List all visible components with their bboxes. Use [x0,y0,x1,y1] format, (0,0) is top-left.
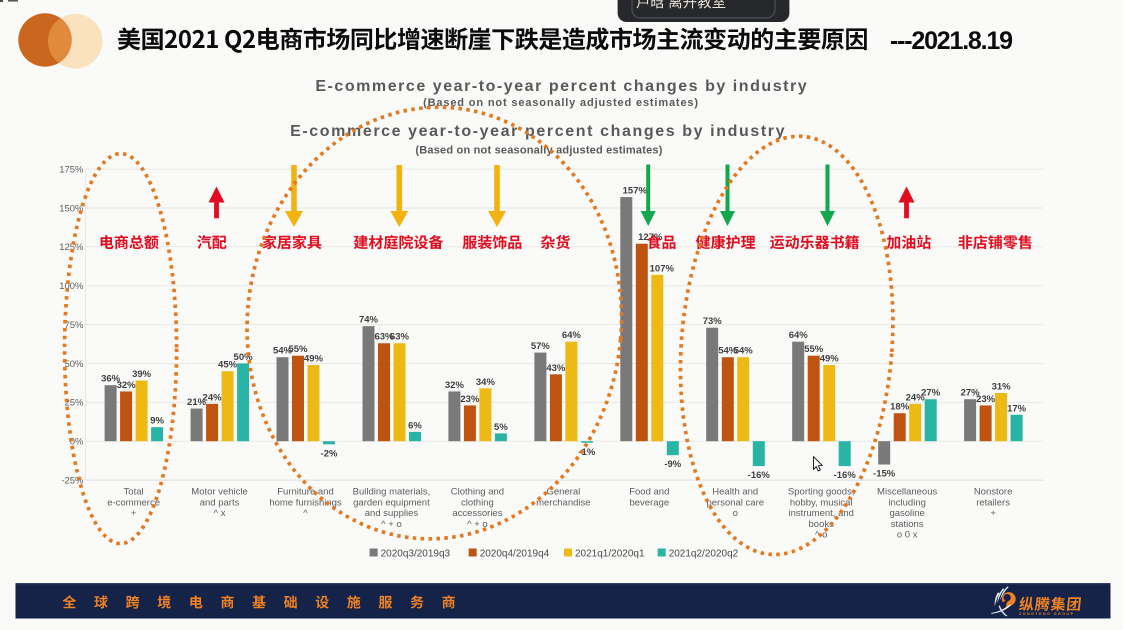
svg-text:45%: 45% [218,360,238,371]
svg-text:+: + [990,508,996,519]
svg-text:Furniture and: Furniture and [277,487,334,498]
svg-text:clothing: clothing [461,497,494,508]
svg-text:17%: 17% [1007,403,1027,414]
svg-text:32%: 32% [117,380,137,391]
svg-text:including: including [888,497,926,508]
svg-text:157%: 157% [623,186,648,197]
svg-text:hobby, musical: hobby, musical [790,497,853,508]
svg-text:57%: 57% [531,341,551,352]
svg-text:home furnishings: home furnishings [269,497,342,508]
svg-text:9%: 9% [150,416,164,427]
svg-text:(Based on not seasonally adjus: (Based on not seasonally adjusted estima… [415,145,662,157]
svg-text:garden equipment: garden equipment [353,497,430,508]
svg-text:2021q2/2020q2: 2021q2/2020q2 [669,549,739,560]
svg-text:50%: 50% [234,352,254,363]
svg-text:74%: 74% [359,315,379,326]
svg-text:64%: 64% [562,330,582,341]
svg-text:Building materials,: Building materials, [353,487,431,498]
svg-text:personal care: personal care [706,497,764,508]
svg-text:21%: 21% [187,397,207,408]
svg-text:24%: 24% [906,392,926,403]
svg-text:retailers: retailers [976,497,1010,508]
svg-text:-16%: -16% [834,470,857,481]
svg-text:25%: 25% [64,398,84,409]
svg-text:39%: 39% [132,369,152,380]
svg-text:^: ^ [303,508,308,519]
svg-text:50%: 50% [64,359,84,370]
svg-text:127%: 127% [638,232,663,243]
svg-text:^ x: ^ x [214,508,226,519]
svg-text:e-commerce: e-commerce [107,497,160,508]
svg-text:107%: 107% [650,263,675,274]
svg-text:64%: 64% [789,330,809,341]
svg-text:(Based on not seasonally adjus: (Based on not seasonally adjusted estima… [423,97,699,109]
svg-text:Sporting goods,: Sporting goods, [788,487,855,498]
svg-text:31%: 31% [992,381,1012,392]
svg-text:49%: 49% [820,354,840,365]
svg-text:and supplies: and supplies [365,508,419,519]
svg-text:32%: 32% [445,380,465,391]
svg-text:2020q3/2019q3: 2020q3/2019q3 [381,549,451,560]
svg-text:24%: 24% [203,392,223,403]
svg-text:Nonstore: Nonstore [974,487,1013,498]
svg-text:-2%: -2% [321,448,338,459]
svg-text:36%: 36% [101,374,121,385]
svg-text:General: General [546,487,580,498]
svg-text:73%: 73% [703,316,723,327]
svg-text:^ + o: ^ + o [381,519,402,530]
svg-text:Health and: Health and [712,487,758,498]
svg-text:ZONGTENG GROUP: ZONGTENG GROUP [1019,612,1075,616]
svg-text:E-commerce year-to-year percen: E-commerce year-to-year percent changes … [315,78,808,95]
svg-text:150%: 150% [59,203,84,214]
svg-text:0%: 0% [70,437,84,448]
svg-text:6%: 6% [408,420,422,431]
svg-text:27%: 27% [961,388,981,399]
svg-text:Motor vehicle: Motor vehicle [191,487,248,498]
svg-text:o: o [733,508,738,519]
svg-text:gasoline: gasoline [889,508,924,519]
svg-text:63%: 63% [374,332,394,343]
svg-text:18%: 18% [890,402,910,413]
svg-text:beverage: beverage [629,497,669,508]
svg-text:43%: 43% [546,363,566,374]
svg-text:accessories: accessories [452,508,502,519]
svg-text:55%: 55% [804,344,824,355]
svg-text:34%: 34% [476,377,496,388]
svg-text:-15%: -15% [873,469,896,480]
svg-text:2020q4/2019q4: 2020q4/2019q4 [480,549,550,560]
svg-text:27%: 27% [921,388,941,399]
svg-text:2021q1/2020q1: 2021q1/2020q1 [575,549,645,560]
svg-text:5%: 5% [494,422,508,433]
svg-text:54%: 54% [718,346,738,357]
svg-text:49%: 49% [304,354,324,365]
svg-text:100%: 100% [59,281,84,292]
svg-text:---2021.8.19: ---2021.8.19 [890,27,1012,55]
svg-text:stations: stations [891,519,924,530]
svg-text:75%: 75% [64,320,84,331]
svg-text:and parts: and parts [200,497,240,508]
svg-text:-1%: -1% [578,447,595,458]
svg-text:E-commerce year-to-year percen: E-commerce year-to-year percent changes … [290,123,786,140]
svg-text:-9%: -9% [664,459,681,470]
svg-text:^ + o: ^ + o [467,519,488,530]
svg-text:54%: 54% [734,346,754,357]
svg-text:175%: 175% [59,164,84,175]
svg-text:Total: Total [124,487,144,498]
svg-text:Miscellaneous: Miscellaneous [877,487,937,498]
svg-text:-25%: -25% [61,475,84,486]
svg-text:54%: 54% [273,346,293,357]
svg-text:55%: 55% [288,344,308,355]
svg-text:23%: 23% [460,394,480,405]
svg-text:+: + [131,508,137,519]
svg-text:Clothing and: Clothing and [451,487,504,498]
svg-text:125%: 125% [59,242,84,253]
svg-text:instrument, and: instrument, and [788,508,853,519]
svg-text:23%: 23% [976,394,996,405]
svg-text:Food and: Food and [629,487,669,498]
svg-text:books: books [809,519,835,530]
svg-text:merchandise: merchandise [536,497,590,508]
svg-text:-16%: -16% [748,470,771,481]
svg-text:o 0 x: o 0 x [897,530,918,541]
svg-text:63%: 63% [390,332,410,343]
